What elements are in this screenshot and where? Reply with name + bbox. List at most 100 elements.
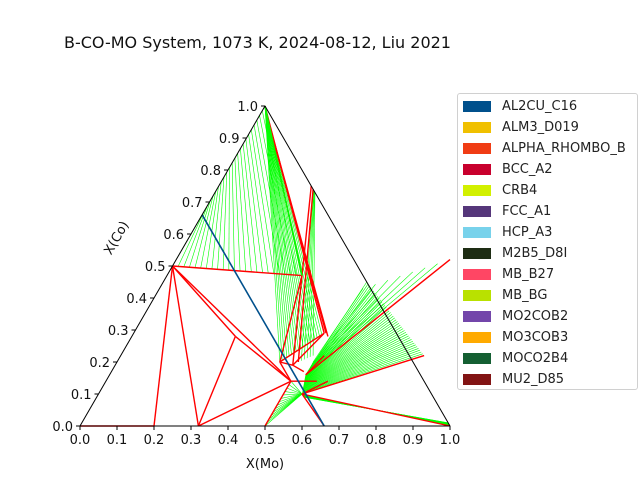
tie-line	[303, 331, 407, 389]
tie-line	[303, 321, 398, 386]
x-tick-label: 0.4	[218, 433, 239, 448]
x-tick-label: 0.7	[329, 433, 350, 448]
tie-line	[303, 326, 402, 387]
tie-line	[304, 310, 390, 383]
x-tick-label: 1.0	[440, 433, 461, 448]
phase-boundary	[301, 380, 329, 395]
tie-line	[304, 301, 383, 381]
triangle-frame	[79, 105, 451, 427]
legend: AL2CU_C16 ALM3_D019 ALPHA_RHOMBO_B BCC_A2 CR…	[457, 93, 638, 390]
legend-swatch	[463, 163, 491, 175]
tie-line	[288, 384, 303, 395]
tie-line-layer	[172, 105, 451, 427]
phase-boundary	[279, 275, 303, 363]
legend-label: ALM3_D019	[502, 119, 579, 135]
phase-boundary	[268, 121, 329, 337]
tie-line	[264, 105, 311, 343]
legend-label: AL2CU_C16	[502, 98, 578, 114]
tie-line	[312, 192, 316, 356]
tie-line	[234, 158, 241, 272]
legend-label: M2B5_D8I	[502, 245, 568, 261]
x-tick-label: 0.8	[366, 433, 387, 448]
legend-swatch	[463, 352, 491, 364]
tie-line	[231, 162, 235, 271]
phase-boundary	[172, 265, 303, 277]
special-line-layer	[201, 105, 325, 427]
legend-swatch	[463, 121, 491, 133]
legend-swatch	[463, 331, 491, 343]
phase-boundary	[279, 332, 325, 363]
phase-boundary	[301, 354, 425, 395]
legend-label: CRB4	[502, 182, 538, 198]
tie-line	[264, 105, 297, 352]
tie-line	[305, 288, 373, 377]
x-tick-label: 0.1	[107, 433, 128, 448]
tie-line	[305, 285, 370, 376]
x-tick-label: 0.2	[144, 433, 165, 448]
y-axis: 0.0 0.1 0.2 0.3 0.4 0.5 0.6 0.7 0.8 0.9 1.0	[52, 100, 265, 435]
tie-line	[264, 105, 285, 359]
tie-line	[303, 314, 393, 384]
legend-label: HCP_A3	[502, 224, 553, 240]
tie-line	[305, 281, 368, 375]
y-tick-label: 0.5	[145, 260, 166, 275]
tie-line	[200, 191, 217, 269]
tie-line	[304, 303, 384, 381]
tie-line	[304, 306, 387, 382]
legend-item: MB_BG	[463, 288, 547, 303]
tie-line	[284, 391, 303, 395]
special-line	[264, 105, 303, 276]
tie-line	[264, 105, 290, 356]
tie-line	[303, 312, 391, 383]
y-tick-label: 0.4	[126, 292, 147, 307]
y-tick-label: 0.8	[200, 164, 221, 179]
tie-line	[302, 342, 415, 391]
tie-line	[305, 287, 372, 377]
legend-item: MO3COB3	[463, 330, 568, 345]
tie-line	[274, 393, 303, 410]
tie-line	[251, 129, 275, 274]
phase-boundary-layer	[80, 105, 451, 427]
y-tick-label: 1.0	[237, 100, 258, 115]
legend-item: HCP_A3	[463, 224, 553, 240]
phase-boundary	[279, 361, 293, 366]
legend-label: MO2COB2	[502, 308, 569, 324]
tie-line	[278, 393, 303, 403]
phase-boundary	[292, 364, 305, 373]
tie-line	[264, 105, 281, 363]
tie-line	[242, 143, 258, 273]
x-tick-label: 0.3	[181, 433, 202, 448]
y-tick-label: 0.1	[71, 388, 92, 403]
tie-line	[264, 105, 309, 344]
y-axis-label: X(Co)	[101, 219, 132, 258]
tie-line	[237, 153, 246, 272]
legend-swatch	[463, 310, 491, 322]
legend-item: AL2CU_C16	[463, 98, 578, 114]
special-line	[201, 214, 325, 427]
legend-label: FCC_A1	[502, 203, 552, 219]
phase-boundary	[234, 335, 292, 382]
legend-item: CRB4	[463, 182, 538, 198]
tie-line	[245, 139, 263, 273]
legend-label: MU2_D85	[502, 371, 565, 387]
y-tick-label: 0.7	[182, 196, 203, 211]
legend-item: M2B5_D8I	[463, 245, 568, 261]
phase-boundary	[171, 265, 200, 427]
tie-line	[264, 105, 288, 358]
phase-boundary	[198, 380, 292, 427]
legend-swatch	[463, 184, 491, 196]
phase-boundary	[264, 380, 292, 427]
tie-line	[303, 323, 400, 386]
x-tick-label: 0.6	[292, 433, 313, 448]
tie-line	[309, 191, 315, 357]
tie-line	[302, 333, 408, 389]
tie-line	[302, 349, 421, 393]
legend-label: ALPHA_RHOMBO_B	[502, 140, 626, 156]
tie-line	[177, 209, 206, 267]
y-tick-label: 0.3	[108, 324, 129, 339]
tie-line	[253, 124, 280, 274]
tie-line	[302, 344, 416, 392]
phase-boundary	[172, 265, 292, 382]
tie-line	[264, 105, 295, 353]
tie-line	[302, 335, 409, 390]
